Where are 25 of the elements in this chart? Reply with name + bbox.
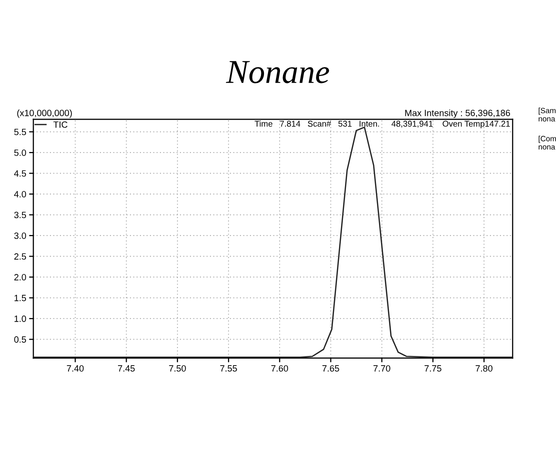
y-axis-title: (x10,000,000) xyxy=(17,110,72,118)
text: TIC xyxy=(53,121,68,128)
y-tick-label: 4.0 xyxy=(14,191,26,198)
x-tick-label: 7.55 xyxy=(220,365,237,372)
y-tick-label: 5.5 xyxy=(14,128,26,136)
annotation: Time 7.814 Scan# 531 Inten. 48,391,941 Oven Temp147.21 xyxy=(254,120,510,128)
y-tick-label: 2.0 xyxy=(14,274,26,280)
x-tick-label: 7.45 xyxy=(118,365,135,372)
y-tick-label: 1.0 xyxy=(14,316,26,322)
x-tick-label: 7.80 xyxy=(476,365,492,372)
x-tick-label: 7.40 xyxy=(66,365,84,372)
y-tick-label: 1.5 xyxy=(14,294,26,302)
y-tick-label: 3.0 xyxy=(14,232,26,239)
y-tick-label: 5.0 xyxy=(14,150,26,156)
text: Max Intensity : 56,396,186 xyxy=(405,110,510,118)
x-tick-label: 7.50 xyxy=(169,365,186,372)
chart-title: Nonane xyxy=(226,61,330,84)
y-tick-label: 4.5 xyxy=(14,170,26,177)
x-tick-label: 7.70 xyxy=(374,365,390,372)
x-tick-label: 7.75 xyxy=(424,365,442,372)
y-tick-label: 0.5 xyxy=(14,336,26,343)
y-tick-label: 2.5 xyxy=(14,253,26,260)
x-tick-label: 7.65 xyxy=(322,365,340,372)
y-tick-label: 3.5 xyxy=(14,212,26,218)
x-tick-label: 7.60 xyxy=(271,365,288,372)
